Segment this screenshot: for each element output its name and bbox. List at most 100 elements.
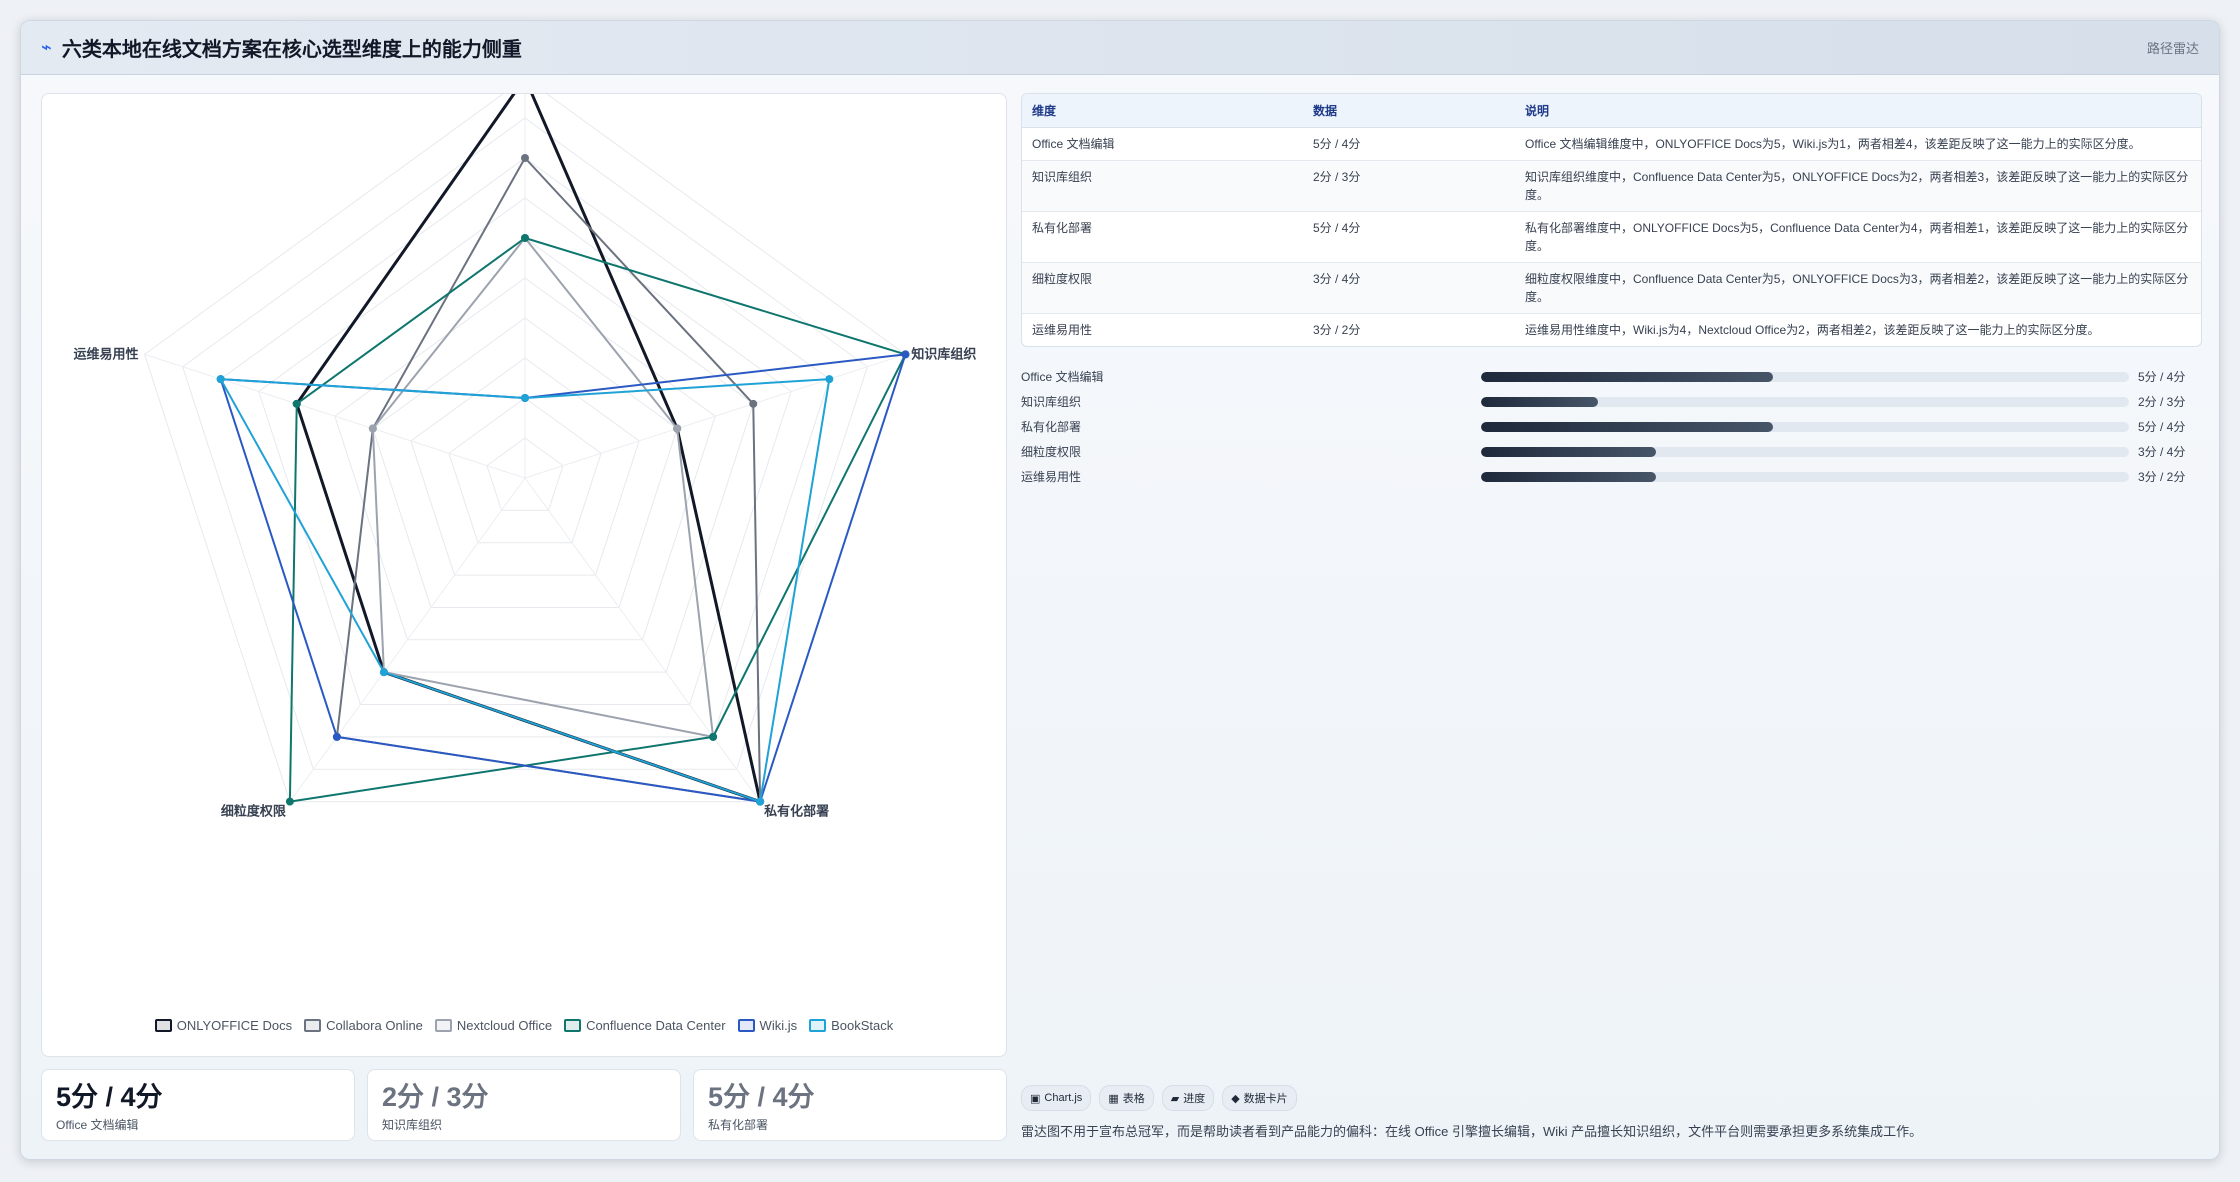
progress-label: 细粒度权限 (1021, 445, 1082, 459)
progress-value: 3分 / 4分 (2138, 445, 2186, 459)
legend-label: ONLYOFFICE Docs (176, 1018, 293, 1033)
progress-row: 细粒度权限 3分 / 4分 (1021, 439, 2191, 464)
cell-data: 5分 / 4分 (1303, 127, 1515, 161)
column-header-data: 数据 (1303, 94, 1515, 128)
legend-item[interactable]: Collabora Online (304, 1018, 423, 1033)
axis-label: 细粒度权限 (221, 804, 287, 819)
grid-ring (334, 277, 716, 641)
legend-swatch (809, 1019, 827, 1032)
legend-swatch (737, 1019, 755, 1032)
comparison-table-panel: 维度 数据 说明 Office 文档编辑 5分 / 4分 Office 文档编辑… (1021, 93, 2202, 347)
axis-label: 知识库组织 (911, 346, 976, 361)
cell-dimension: 私有化部署 (1022, 211, 1303, 263)
legend-label: Collabora Online (326, 1018, 423, 1033)
data-card: 2分 / 3分 知识库组织 (367, 1069, 681, 1141)
data-point (521, 394, 529, 402)
cell-dimension: 运维易用性 (1032, 323, 1093, 337)
axis-line (289, 477, 526, 802)
legend-item[interactable]: ONLYOFFICE Docs (154, 1018, 293, 1033)
cell-dimension: 知识库组织 (1022, 160, 1303, 212)
card-label: Office 文档编辑 (56, 1118, 139, 1132)
data-point (292, 399, 301, 408)
table-row: 运维易用性 3分 / 2分 运维易用性维度中，Wiki.js为4，Nextclo… (1022, 314, 2201, 347)
title-bar: ⌁ 六类本地在线文档方案在核心选型维度上的能力侧重 路径雷达 (21, 21, 2219, 75)
progress-fill (1481, 446, 1656, 457)
progress-fill (1481, 371, 1773, 382)
data-point (332, 732, 341, 741)
grid-ring (486, 437, 564, 511)
data-card: 5分 / 4分 私有化部署 (693, 1069, 1007, 1141)
view-tag: 路径雷达 (2146, 41, 2199, 56)
diamond-icon: ◆ (1231, 1092, 1240, 1105)
data-point (379, 668, 388, 677)
cell-data: 5分 / 4分 (1303, 211, 1515, 263)
progress-row: 知识库组织 2分 / 3分 (1021, 389, 2191, 414)
legend-item[interactable]: Nextcloud Office (434, 1018, 553, 1033)
chip-label: 进度 (1183, 1093, 1206, 1105)
data-point (285, 797, 294, 806)
progress-value: 5分 / 4分 (2138, 420, 2186, 434)
cell-description: Office 文档编辑维度中，ONLYOFFICE Docs为5，Wiki.js… (1515, 127, 2201, 161)
progress-fill (1481, 396, 1598, 407)
chip-label: 数据卡片 (1243, 1093, 1288, 1105)
chip-chartjs[interactable]: ▣ Chart.js (1021, 1085, 1092, 1111)
grid-ring (220, 157, 830, 738)
progress-bars: Office 文档编辑 5分 / 4分 知识库组织 2分 / 3分 私有化部署 … (1021, 364, 2191, 489)
column-header-description: 说明 (1515, 94, 2201, 128)
chip-label: Chart.js (1044, 1092, 1083, 1104)
cell-description: 运维易用性维度中，Wiki.js为4，Nextcloud Office为2，两者… (1525, 323, 2100, 337)
chip-data-cards[interactable]: ◆ 数据卡片 (1222, 1085, 1297, 1111)
table-row: Office 文档编辑 5分 / 4分 Office 文档编辑维度中，ONLYO… (1022, 127, 2201, 161)
legend-item[interactable]: Wiki.js (737, 1018, 798, 1033)
radar-chart: Office 文档编辑知识库组织私有化部署细粒度权限运维易用性 (74, 94, 976, 819)
axis-label: 私有化部署 (764, 804, 829, 819)
progress-icon: ▰ (1170, 1092, 1180, 1105)
cell-data: 3分 / 4分 (1303, 262, 1515, 314)
progress-label: 私有化部署 (1021, 420, 1082, 434)
progress-track (1481, 371, 2129, 382)
card-value: 5分 / 4分 (56, 1082, 163, 1112)
progress-fill (1481, 471, 1656, 482)
data-point (368, 424, 377, 433)
card-value: 5分 / 4分 (708, 1082, 815, 1112)
legend-swatch (154, 1019, 172, 1032)
chart-radar-icon: ⌁ (41, 37, 52, 57)
axis-line (524, 477, 761, 802)
cell-description: 私有化部署维度中，ONLYOFFICE Docs为5，Confluence Da… (1515, 211, 2201, 263)
data-point (749, 399, 758, 408)
chip-label: 表格 (1122, 1093, 1145, 1105)
data-card: 5分 / 4分 Office 文档编辑 (41, 1069, 355, 1141)
chip-progress[interactable]: ▰ 进度 (1161, 1085, 1215, 1111)
axis-line (524, 353, 906, 479)
data-point (673, 424, 682, 433)
data-point (756, 797, 765, 806)
app-window: ⌁ 六类本地在线文档方案在核心选型维度上的能力侧重 路径雷达 Office 文档… (20, 20, 2220, 1160)
feature-chips: ▣ Chart.js ▦ 表格 ▰ 进度 ◆ 数据卡片 (1021, 1085, 1297, 1111)
grid-ring (258, 197, 792, 706)
series-line (219, 378, 831, 803)
chip-table[interactable]: ▦ 表格 (1099, 1085, 1154, 1111)
footnote: 雷达图不用于宣布总冠军，而是帮助读者看到产品能力的偏科：在线 Office 引擎… (1021, 1124, 1923, 1139)
cell-dimension: Office 文档编辑 (1022, 127, 1303, 161)
legend-item[interactable]: Confluence Data Center (564, 1018, 726, 1033)
progress-value: 5分 / 4分 (2138, 370, 2186, 384)
table-row: 私有化部署 5分 / 4分 私有化部署维度中，ONLYOFFICE Docs为5… (1022, 211, 2201, 263)
table-icon: ▦ (1108, 1092, 1119, 1105)
data-point (216, 375, 225, 384)
column-header-dimension: 维度 (1022, 94, 1303, 128)
legend-item[interactable]: BookStack (809, 1018, 893, 1033)
legend-swatch (564, 1019, 582, 1032)
card-label: 知识库组织 (382, 1118, 443, 1132)
legend-label: Nextcloud Office (456, 1018, 553, 1033)
progress-track (1481, 421, 2129, 432)
axis-label: 运维易用性 (74, 346, 139, 361)
progress-row: Office 文档编辑 5分 / 4分 (1021, 364, 2191, 389)
data-cards: 5分 / 4分 Office 文档编辑 2分 / 3分 知识库组织 5分 / 4… (41, 1069, 1007, 1141)
progress-row: 运维易用性 3分 / 2分 (1021, 464, 2191, 489)
card-label: 私有化部署 (708, 1118, 769, 1132)
data-point (709, 732, 718, 741)
cell-dimension: 细粒度权限 (1022, 262, 1303, 314)
cell-data: 3分 / 2分 (1313, 323, 1361, 337)
cell-description: 知识库组织维度中，Confluence Data Center为5，ONLYOF… (1515, 160, 2201, 212)
legend-label: Wiki.js (759, 1018, 798, 1033)
